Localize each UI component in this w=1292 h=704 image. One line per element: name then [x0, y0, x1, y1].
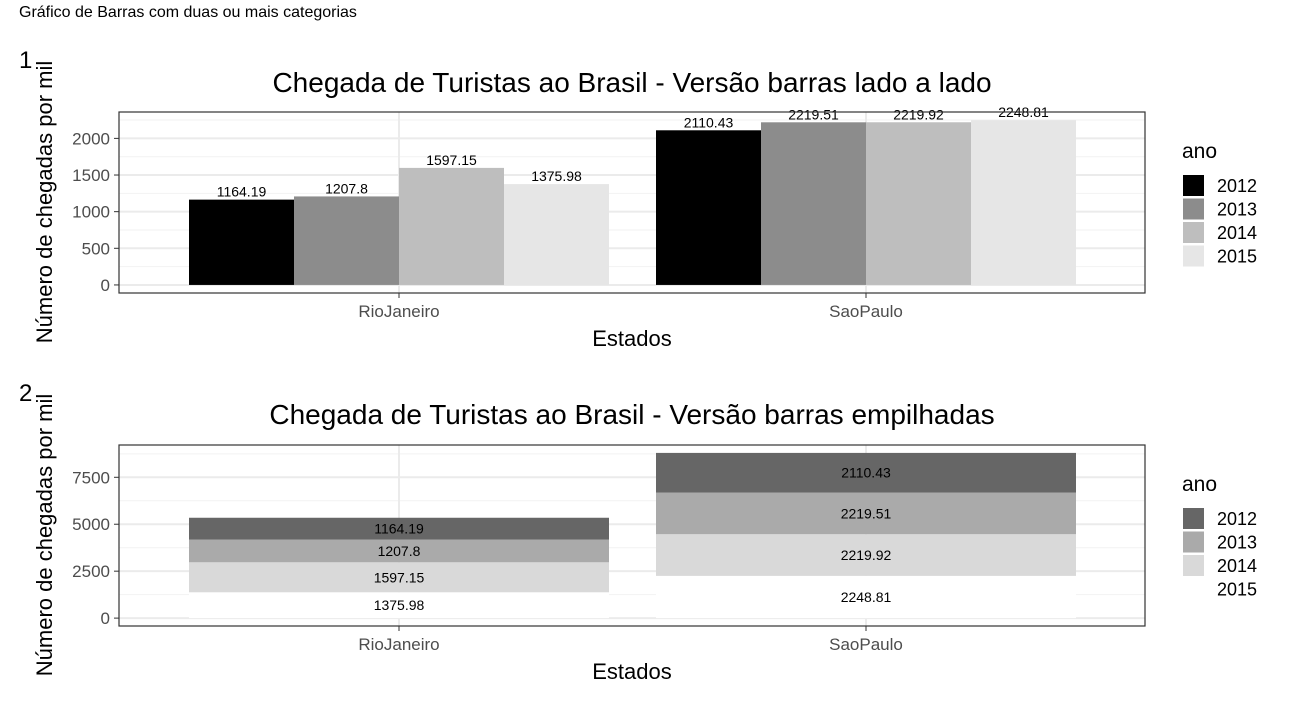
chart2-bar-SaoPaulo-2013 [656, 492, 1076, 535]
chart2-legend-label-2015: 2015 [1217, 580, 1257, 600]
chart1-bar-SaoPaulo-2012 [656, 130, 761, 285]
chart1-legend-title: ano [1182, 140, 1217, 163]
chart2-legend-key-2013 [1183, 531, 1204, 553]
chart2-x-axis-title: Estados [592, 659, 672, 684]
chart1-data-label: 1164.19 [217, 184, 267, 200]
chart2-data-label: 1164.19 [374, 521, 424, 537]
chart1-data-label: 2110.43 [684, 114, 734, 130]
chart2-y-tick-label: 2500 [72, 562, 110, 581]
chart1-y-axis-title: Número de chegadas por mil [32, 61, 57, 343]
chart2-x-tick-label: SaoPaulo [829, 635, 903, 654]
chart1-x-tick-label: RioJaneiro [358, 302, 439, 321]
chart2-data-label: 1375.98 [374, 597, 425, 613]
chart2-bar-RioJaneiro-2014 [189, 562, 609, 593]
chart2-bar-RioJaneiro-2015 [189, 592, 609, 619]
chart1-data-label: 2219.92 [893, 106, 944, 122]
chart1-data-label: 1207.8 [325, 180, 368, 196]
chart1-legend-label-2015: 2015 [1217, 247, 1257, 267]
chart1-legend-key-2014 [1183, 222, 1204, 243]
chart1-bar-RioJaneiro-2015 [504, 184, 609, 285]
chart2-y-tick-label: 7500 [72, 468, 110, 487]
chart2-legend-title: ano [1182, 473, 1217, 496]
chart2-bar-SaoPaulo-2012 [656, 452, 1076, 493]
chart2-legend-key-2015 [1183, 578, 1204, 600]
chart1-legend-label-2012: 2012 [1217, 176, 1257, 196]
chart2-legend-key-2012 [1183, 508, 1204, 529]
chart2-data-label: 2110.43 [841, 465, 891, 481]
chart2-y-tick-label: 5000 [72, 515, 110, 534]
chart2-data-label: 1597.15 [374, 569, 425, 585]
chart2-tag: 2 [19, 380, 32, 407]
chart1-bar-RioJaneiro-2013 [294, 196, 399, 285]
chart1-panel-border [118, 111, 1146, 294]
chart1-y-tick-label: 1500 [72, 166, 110, 185]
chart2-x-tick-label: RioJaneiro [358, 635, 439, 654]
chart1-bar-SaoPaulo-2015 [971, 120, 1076, 285]
chart2-panel-border [118, 444, 1146, 627]
chart2-y-axis-title: Número de chegadas por mil [32, 394, 57, 676]
chart2-bar-SaoPaulo-2015 [656, 575, 1076, 619]
chart2-legend-label-2014: 2014 [1217, 556, 1257, 576]
chart1-legend-key-2012 [1183, 175, 1204, 196]
chart2-legend-label-2013: 2013 [1217, 533, 1257, 553]
chart2-bar-RioJaneiro-2012 [189, 517, 609, 540]
chart1-bar-SaoPaulo-2013 [761, 122, 866, 285]
chart1-data-label: 1597.15 [426, 152, 477, 168]
chart2-legend-key-2014 [1183, 555, 1204, 576]
chart1-bar-RioJaneiro-2012 [189, 199, 294, 285]
chart1-y-tick-label: 2000 [72, 129, 110, 148]
chart1-bar-RioJaneiro-2014 [399, 167, 504, 285]
chart1-tag: 1 [19, 47, 32, 74]
chart1-legend-key-2013 [1183, 198, 1204, 220]
chart2-data-label: 2219.51 [841, 505, 892, 521]
chart2-data-label: 2219.92 [841, 547, 892, 563]
chart1-data-label: 2219.51 [788, 106, 839, 122]
chart1-y-tick-label: 1000 [72, 203, 110, 222]
chart1-legend-label-2014: 2014 [1217, 223, 1257, 243]
chart2-bar-SaoPaulo-2014 [656, 534, 1076, 576]
chart2-legend-label-2012: 2012 [1217, 509, 1257, 529]
chart1-y-tick-label: 500 [82, 239, 110, 258]
chart2-y-tick-label: 0 [101, 609, 110, 628]
page-title: Gráfico de Barras com duas ou mais categ… [19, 4, 357, 21]
chart1-legend-label-2013: 2013 [1217, 200, 1257, 220]
chart1-bar-SaoPaulo-2014 [866, 122, 971, 285]
chart1-legend-key-2015 [1183, 245, 1204, 267]
chart1-x-tick-label: SaoPaulo [829, 302, 903, 321]
chart2-title: Chegada de Turistas ao Brasil - Versão b… [269, 399, 994, 430]
chart2-data-label: 2248.81 [841, 589, 892, 605]
chart1-title: Chegada de Turistas ao Brasil - Versão b… [272, 67, 991, 98]
chart1-data-label: 1375.98 [531, 168, 582, 184]
chart1-x-axis-title: Estados [592, 326, 672, 351]
chart1-y-tick-label: 0 [101, 276, 110, 295]
chart2-bar-RioJaneiro-2013 [189, 539, 609, 563]
chart2-data-label: 1207.8 [378, 543, 421, 559]
